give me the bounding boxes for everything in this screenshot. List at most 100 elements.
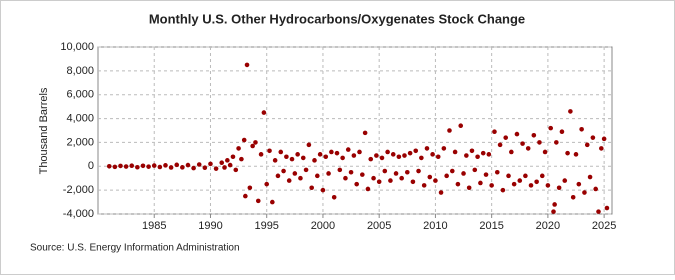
point <box>362 130 368 136</box>
point <box>343 175 348 181</box>
point <box>503 135 509 140</box>
point <box>554 140 559 145</box>
point <box>196 162 202 167</box>
point <box>135 164 140 170</box>
point <box>542 149 548 155</box>
point <box>112 164 118 170</box>
point <box>492 129 497 134</box>
point <box>497 142 503 148</box>
point <box>584 142 590 148</box>
point <box>275 173 281 179</box>
point <box>129 163 135 168</box>
point <box>480 150 486 156</box>
point <box>219 160 225 166</box>
point <box>180 165 185 170</box>
y-tick-label: -4,000 <box>63 208 94 220</box>
point <box>320 187 326 193</box>
point <box>298 175 303 181</box>
point <box>326 171 331 176</box>
point <box>511 181 517 187</box>
point <box>478 180 483 186</box>
point <box>590 135 596 140</box>
point <box>337 167 343 173</box>
point <box>258 152 264 157</box>
point <box>402 153 407 158</box>
point <box>458 123 464 129</box>
point <box>525 146 531 151</box>
x-tick-label: 1990 <box>198 220 222 232</box>
point <box>551 209 556 214</box>
point <box>494 169 500 175</box>
point <box>565 150 570 156</box>
point <box>483 172 489 177</box>
point <box>225 158 230 163</box>
point <box>452 149 458 155</box>
point <box>433 178 438 183</box>
point <box>163 163 168 168</box>
point <box>534 179 539 185</box>
y-tick-label: 10,000 <box>60 41 94 53</box>
point <box>576 181 582 187</box>
point <box>537 140 542 145</box>
x-tick-label: 2000 <box>311 220 335 232</box>
point <box>382 168 388 174</box>
point <box>334 150 340 156</box>
point <box>374 153 379 158</box>
point <box>208 161 213 167</box>
plot-area <box>97 46 613 215</box>
point <box>202 165 208 171</box>
point <box>523 173 528 179</box>
point <box>371 175 376 181</box>
point <box>123 164 129 169</box>
point <box>559 129 565 134</box>
point <box>430 152 435 157</box>
point <box>278 149 284 155</box>
point <box>243 193 248 199</box>
point <box>233 167 239 173</box>
point <box>385 149 390 155</box>
x-tick-label: 2015 <box>479 220 503 232</box>
point <box>416 168 421 174</box>
point <box>568 109 573 114</box>
point <box>413 148 419 154</box>
point <box>253 140 258 145</box>
x-tick-label: 1985 <box>142 220 166 232</box>
point <box>300 155 306 161</box>
point <box>340 155 345 161</box>
point <box>222 165 227 170</box>
point <box>438 190 444 195</box>
point <box>323 154 329 160</box>
point <box>239 156 244 162</box>
point <box>379 155 385 161</box>
point <box>455 181 461 187</box>
x-tick-label: 2020 <box>536 220 560 232</box>
point <box>562 178 568 183</box>
point <box>348 169 354 175</box>
point <box>424 146 430 151</box>
point <box>444 173 449 179</box>
point <box>331 195 337 200</box>
point <box>548 125 554 131</box>
point <box>368 156 374 162</box>
point <box>241 137 247 143</box>
point <box>376 179 382 185</box>
source-note: Source: U.S. Energy Information Administ… <box>30 243 240 254</box>
point <box>247 185 253 191</box>
point <box>469 148 475 154</box>
point <box>556 185 562 191</box>
point <box>573 152 579 157</box>
point <box>596 209 601 214</box>
point <box>486 152 492 157</box>
point <box>410 179 416 185</box>
point <box>357 149 362 155</box>
point <box>329 149 334 155</box>
point <box>517 178 523 183</box>
point <box>351 153 357 158</box>
point <box>419 155 424 161</box>
y-axis-label: Thousand Barrels <box>38 87 50 174</box>
point <box>303 167 309 173</box>
point <box>464 153 469 158</box>
point <box>261 110 267 115</box>
x-tick-label: 1995 <box>254 220 278 232</box>
point <box>250 143 255 149</box>
